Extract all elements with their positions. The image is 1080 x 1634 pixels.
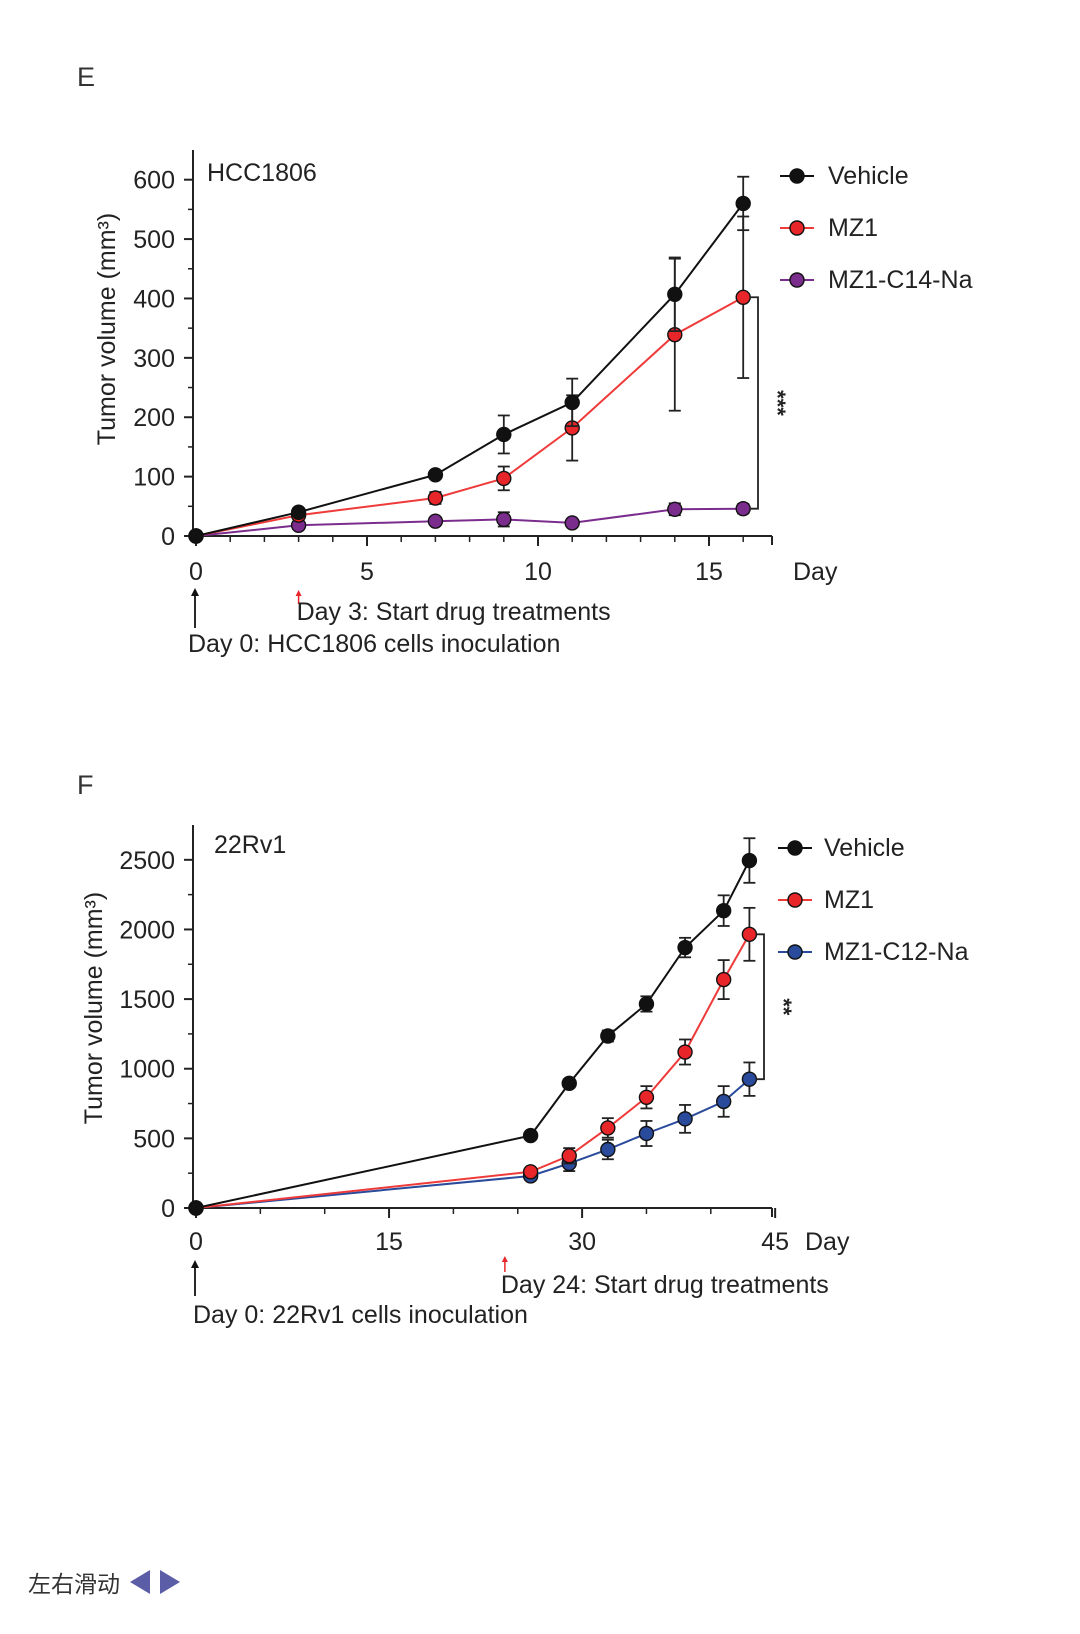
legend-label: MZ1-C14-Na xyxy=(828,266,973,294)
data-point xyxy=(715,971,732,988)
data-point xyxy=(427,467,444,483)
x-tick-label: 10 xyxy=(524,558,552,586)
y-tick-label: 500 xyxy=(133,1125,175,1153)
data-point xyxy=(715,902,732,919)
data-point xyxy=(600,1120,616,1136)
y-axis-label: Tumor volume (mm³) xyxy=(93,213,121,445)
data-point xyxy=(715,1093,732,1110)
y-tick-label: 2000 xyxy=(119,916,175,944)
panel-letter-e: E xyxy=(77,62,96,92)
data-point xyxy=(496,511,512,528)
y-tick-label: 100 xyxy=(133,464,175,492)
annotation-treatment: Day 24: Start drug treatments xyxy=(501,1271,829,1299)
y-tick-label: 2500 xyxy=(119,847,175,875)
data-point xyxy=(188,1200,204,1216)
x-tick-label: 30 xyxy=(568,1228,596,1256)
legend-marker xyxy=(787,840,803,856)
data-point xyxy=(290,504,307,520)
legend-label: Vehicle xyxy=(824,834,905,862)
data-point xyxy=(564,394,580,411)
swipe-label: 左右滑动 xyxy=(28,1572,120,1598)
panel-letter-f: F xyxy=(77,770,94,800)
legend-marker xyxy=(787,944,803,960)
arrow-up-icon xyxy=(191,1260,199,1268)
data-point xyxy=(496,470,512,487)
x-tick-label: 45 xyxy=(761,1228,789,1256)
significance-bracket xyxy=(756,933,765,1081)
data-point xyxy=(522,1127,539,1144)
x-tick-label: 0 xyxy=(189,1228,203,1256)
data-point xyxy=(638,1125,655,1142)
data-point xyxy=(735,195,751,212)
arrow-right-icon[interactable] xyxy=(160,1570,180,1594)
y-tick-label: 1000 xyxy=(119,1056,175,1084)
x-tick-label: 0 xyxy=(189,558,203,586)
data-point xyxy=(427,490,444,506)
annotation-inoculation: Day 0: 22Rv1 cells inoculation xyxy=(193,1301,528,1329)
x-tick-label: 15 xyxy=(375,1228,403,1256)
significance-stars: *** xyxy=(765,390,790,416)
data-point xyxy=(561,1075,577,1092)
data-point xyxy=(600,1028,616,1044)
data-point xyxy=(600,1141,616,1158)
data-point xyxy=(741,1071,758,1087)
arrow-up-red-icon xyxy=(295,590,302,596)
data-point xyxy=(677,1111,693,1127)
data-point xyxy=(561,1148,577,1164)
series-line-mz1-c12-na xyxy=(195,1078,751,1209)
y-tick-label: 200 xyxy=(133,404,175,432)
x-tick-label: 5 xyxy=(360,558,374,586)
data-point xyxy=(677,1044,693,1060)
legend-label: MZ1 xyxy=(828,214,878,242)
arrow-up-icon xyxy=(191,588,199,596)
chart-hcc1806: 0 100 200 300 400 500 600 0 5 10 15 Day Tumor volume… xyxy=(93,150,973,658)
legend-marker xyxy=(787,892,803,908)
chart-22rv1: 0 500 1000 1500 2000 2500 0 15 30 45 Day Tumor volu… xyxy=(80,825,969,1329)
legend-label: MZ1 xyxy=(824,886,874,914)
data-point xyxy=(741,926,758,943)
x-tick-label: 15 xyxy=(695,558,723,586)
y-tick-label: 1500 xyxy=(119,986,175,1014)
legend-label: Vehicle xyxy=(828,162,909,190)
y-axis-label: Tumor volume (mm³) xyxy=(80,892,108,1124)
data-point xyxy=(638,1089,655,1105)
y-tick-label: 600 xyxy=(133,167,175,195)
x-axis-label: Day xyxy=(793,558,838,586)
data-point xyxy=(427,513,444,529)
data-point xyxy=(667,501,683,517)
legend-marker xyxy=(789,220,805,236)
data-point xyxy=(638,996,655,1012)
y-tick-label: 0 xyxy=(161,523,175,551)
series-line-vehicle xyxy=(195,860,751,1209)
arrow-up-red-icon xyxy=(501,1256,508,1262)
data-point xyxy=(522,1164,539,1180)
annotation-treatment: Day 3: Start drug treatments xyxy=(297,598,611,626)
data-point xyxy=(564,515,580,531)
chart-title: 22Rv1 xyxy=(214,831,286,859)
legend-label: MZ1-C12-Na xyxy=(824,938,969,966)
data-point xyxy=(188,528,204,544)
y-tick-label: 500 xyxy=(133,226,175,254)
significance-bracket xyxy=(750,296,759,510)
y-tick-label: 300 xyxy=(133,345,175,373)
arrow-left-icon[interactable] xyxy=(130,1570,150,1594)
swipe-navigation: 左右滑动 xyxy=(28,1562,180,1602)
legend-marker xyxy=(789,168,805,184)
annotation-inoculation: Day 0: HCC1806 cells inoculation xyxy=(188,630,560,658)
y-tick-label: 0 xyxy=(161,1195,175,1223)
data-point xyxy=(496,426,512,443)
y-tick-label: 400 xyxy=(133,285,175,313)
legend-marker xyxy=(789,272,805,288)
data-point xyxy=(741,852,758,869)
significance-stars: ** xyxy=(771,998,796,1016)
chart-title: HCC1806 xyxy=(207,159,317,187)
data-point xyxy=(667,286,683,303)
x-axis-label: Day xyxy=(805,1228,850,1256)
data-point xyxy=(677,939,693,956)
